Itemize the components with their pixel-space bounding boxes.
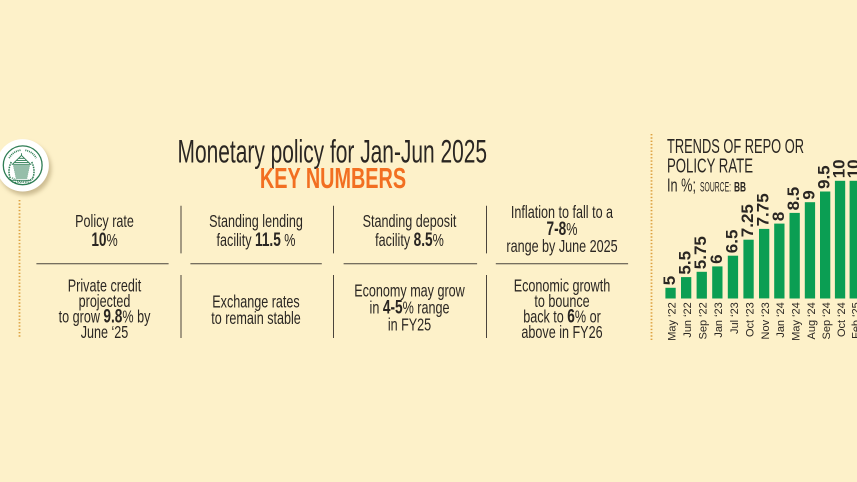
svg-text:Inflation to fall to a: Inflation to fall to a bbox=[511, 203, 613, 223]
svg-text:SOURCE:: SOURCE: bbox=[700, 180, 731, 195]
svg-text:Aug ‘24: Aug ‘24 bbox=[806, 302, 818, 339]
svg-text:Nov ‘23: Nov ‘23 bbox=[760, 302, 772, 339]
svg-text:Economy may grow: Economy may grow bbox=[354, 281, 465, 301]
svg-text:6: 6 bbox=[707, 254, 726, 263]
svg-text:projected: projected bbox=[79, 292, 131, 312]
svg-text:7-8%: 7-8% bbox=[547, 218, 578, 240]
svg-text:Oct ‘23: Oct ‘23 bbox=[744, 302, 756, 337]
svg-text:Feb ‘25: Feb ‘25 bbox=[851, 302, 857, 339]
svg-text:facility 8.5%: facility 8.5% bbox=[375, 229, 444, 251]
svg-text:to grow 9.8% by: to grow 9.8% by bbox=[59, 305, 151, 327]
svg-text:KEY NUMBERS: KEY NUMBERS bbox=[260, 163, 406, 195]
svg-text:Standing deposit: Standing deposit bbox=[363, 212, 457, 232]
svg-text:Sep ‘24: Sep ‘24 bbox=[821, 302, 833, 339]
svg-text:Policy rate: Policy rate bbox=[75, 212, 134, 232]
svg-text:Sep ‘22: Sep ‘22 bbox=[698, 302, 710, 339]
svg-text:facility 11.5 %: facility 11.5 % bbox=[217, 229, 296, 251]
svg-text:June ‘25: June ‘25 bbox=[81, 323, 129, 343]
svg-text:to remain stable: to remain stable bbox=[211, 309, 301, 329]
svg-text:10: 10 bbox=[829, 159, 848, 178]
svg-text:Oct ‘24: Oct ‘24 bbox=[836, 302, 848, 337]
svg-text:Jan ‘23: Jan ‘23 bbox=[713, 302, 725, 337]
svg-text:range by June 2025: range by June 2025 bbox=[506, 237, 617, 257]
svg-text:9.5: 9.5 bbox=[815, 165, 834, 189]
svg-text:9: 9 bbox=[799, 190, 818, 199]
svg-text:Economic growth: Economic growth bbox=[514, 276, 611, 296]
svg-text:Jan ‘24: Jan ‘24 bbox=[775, 302, 787, 337]
svg-text:8.5: 8.5 bbox=[784, 187, 803, 211]
svg-text:above in FY26: above in FY26 bbox=[521, 323, 602, 343]
svg-text:Monetary policy for Jan-Jun 20: Monetary policy for Jan-Jun 2025 bbox=[178, 134, 488, 170]
svg-text:5.75: 5.75 bbox=[691, 236, 710, 269]
svg-text:Exchange rates: Exchange rates bbox=[212, 292, 300, 312]
svg-text:back to 6% or: back to 6% or bbox=[523, 305, 601, 327]
svg-text:5: 5 bbox=[660, 276, 679, 285]
svg-text:8: 8 bbox=[769, 212, 788, 221]
svg-text:Jul ‘23: Jul ‘23 bbox=[729, 302, 741, 334]
svg-text:Jun ‘22: Jun ‘22 bbox=[682, 302, 694, 337]
svg-text:May ‘24: May ‘24 bbox=[791, 302, 803, 341]
svg-text:10: 10 bbox=[844, 159, 857, 178]
svg-text:BB: BB bbox=[734, 180, 746, 195]
svg-text:to bounce: to bounce bbox=[534, 292, 589, 312]
svg-text:7.75: 7.75 bbox=[754, 193, 773, 226]
svg-text:10%: 10% bbox=[91, 229, 118, 251]
svg-text:in 4-5% range: in 4-5% range bbox=[370, 296, 450, 318]
svg-text:Private credit: Private credit bbox=[68, 276, 142, 296]
svg-text:May ‘22: May ‘22 bbox=[666, 302, 678, 341]
svg-text:Standing lending: Standing lending bbox=[209, 212, 303, 232]
svg-text:6.5: 6.5 bbox=[722, 230, 741, 254]
svg-text:7.25: 7.25 bbox=[738, 204, 757, 237]
svg-text:POLICY RATE: POLICY RATE bbox=[667, 155, 753, 177]
svg-text:TRENDS OF REPO OR: TRENDS OF REPO OR bbox=[667, 136, 804, 158]
svg-text:5.5: 5.5 bbox=[676, 251, 695, 275]
svg-text:in FY25: in FY25 bbox=[388, 315, 431, 335]
svg-text:In %;: In %; bbox=[667, 176, 696, 196]
